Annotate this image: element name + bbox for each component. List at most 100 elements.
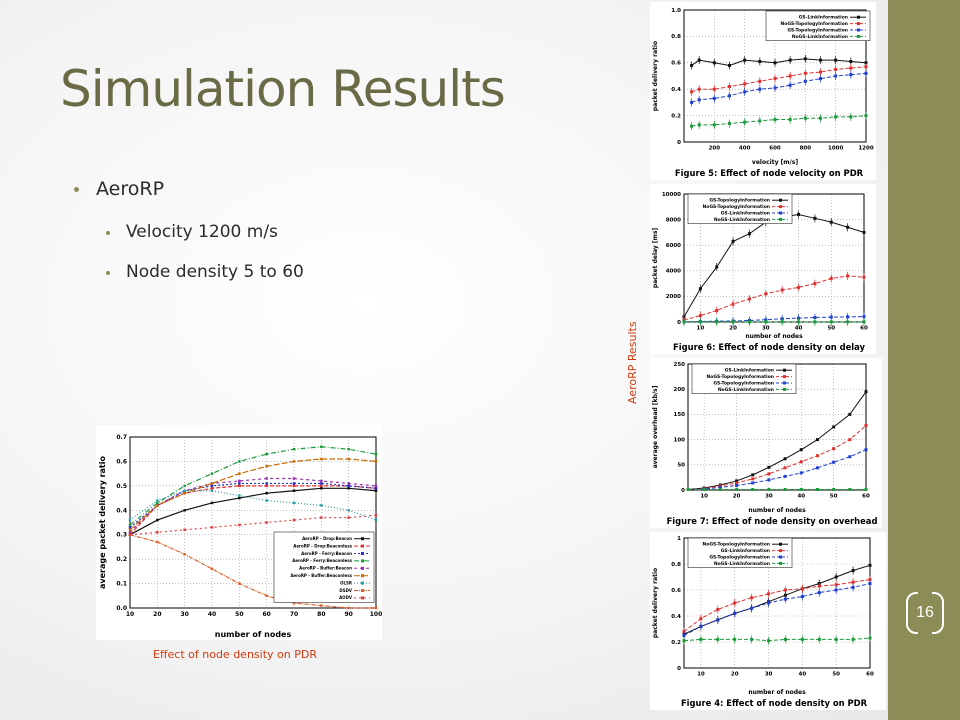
x-tick-label: 50 xyxy=(235,611,243,618)
data-point xyxy=(292,482,296,485)
data-point xyxy=(815,487,819,491)
y-tick-label: 8000 xyxy=(666,217,681,223)
y-tick-label: 0.2 xyxy=(671,113,681,119)
legend-label: NoGS-LinkInformation xyxy=(718,387,774,393)
legend-marker xyxy=(779,561,782,565)
y-axis-label: packet delay [ms] xyxy=(652,228,659,289)
data-point xyxy=(686,487,690,491)
data-point xyxy=(320,484,323,488)
data-point xyxy=(320,487,323,490)
y-tick-label: 0.2 xyxy=(671,640,681,646)
data-point xyxy=(210,482,214,485)
y-axis-label: packet delivery ratio xyxy=(652,568,659,638)
data-point xyxy=(238,496,241,500)
data-point xyxy=(210,567,214,571)
data-point xyxy=(183,484,186,488)
x-tick-label: 40 xyxy=(797,494,805,500)
data-point xyxy=(374,606,378,610)
bullet-dot xyxy=(106,231,110,235)
y-tick-label: 0.6 xyxy=(116,458,127,465)
data-point xyxy=(864,423,868,427)
legend-label: NoGS-TopologyInformation xyxy=(702,542,770,548)
bullet-dot xyxy=(74,187,79,192)
x-tick-label: 200 xyxy=(709,146,721,152)
legend-label: NoGS-LinkInformation xyxy=(714,561,770,567)
data-point xyxy=(374,452,378,456)
y-tick-label: 0 xyxy=(681,488,685,494)
figure-caption: Figure 7: Effect of node density on over… xyxy=(667,516,878,526)
data-point xyxy=(799,460,803,464)
figure-caption: Figure 5: Effect of node velocity on PDR xyxy=(675,168,864,178)
data-point xyxy=(751,481,755,485)
x-axis-label: number of nodes xyxy=(748,689,806,696)
y-tick-label: 0.6 xyxy=(671,61,681,67)
data-point xyxy=(128,523,132,527)
legend-label: NoGS-LinkInformation xyxy=(714,217,770,223)
data-point xyxy=(156,504,159,507)
data-point xyxy=(238,494,241,497)
series-line xyxy=(683,637,871,642)
series-line xyxy=(683,583,871,636)
legend-marker xyxy=(361,574,364,578)
data-point xyxy=(238,484,241,488)
y-tick-label: 0.4 xyxy=(116,507,127,514)
x-tick-label: 80 xyxy=(317,611,325,618)
legend-marker xyxy=(857,34,860,38)
data-point xyxy=(864,448,868,452)
legend-marker xyxy=(361,581,364,585)
data-point xyxy=(183,528,186,532)
legend-marker xyxy=(783,387,786,391)
legend-label: GS-TopologyInformation xyxy=(709,555,770,561)
x-tick-label: 400 xyxy=(739,146,751,152)
legend-label: GS-TopologyInformation xyxy=(709,198,770,204)
data-point xyxy=(735,481,739,485)
data-point xyxy=(320,604,323,607)
data-point xyxy=(156,531,159,534)
legend-label: GS-LinkInformation xyxy=(721,211,770,217)
legend-label: OLSR xyxy=(340,580,352,585)
data-point xyxy=(292,601,296,605)
data-point xyxy=(265,482,268,485)
data-point xyxy=(238,482,241,485)
page-number-badge: 16 xyxy=(906,591,944,635)
data-point xyxy=(783,487,787,491)
y-tick-label: 0.8 xyxy=(671,34,681,40)
data-point xyxy=(767,465,771,469)
data-point xyxy=(718,487,722,491)
data-point xyxy=(767,472,771,476)
y-tick-label: 0 xyxy=(677,140,681,146)
data-point xyxy=(347,516,350,519)
y-tick-label: 100 xyxy=(674,437,686,443)
x-axis-label: velocity [m/s] xyxy=(752,159,798,166)
y-tick-label: 0.2 xyxy=(116,556,127,563)
fig-4-svg: 0 0.2 0.4 0.6 0.8 1 10 20 30 40 50 60 number of node… xyxy=(650,532,886,710)
y-tick-label: 4000 xyxy=(666,269,681,275)
data-point xyxy=(128,526,132,529)
series-line xyxy=(683,564,871,635)
legend-marker xyxy=(857,15,860,19)
legend-label: GS-TopologyInformation xyxy=(787,28,848,34)
data-point xyxy=(238,460,241,463)
series-line xyxy=(129,446,377,526)
series-line xyxy=(129,534,376,609)
legend-marker xyxy=(783,381,786,385)
y-tick-label: 0 xyxy=(677,666,681,672)
data-point xyxy=(156,540,159,544)
y-axis-label: packet delivery ratio xyxy=(652,41,659,111)
plot-frame xyxy=(129,436,377,609)
figure-density-pdr: 0 0.2 0.4 0.6 0.8 1 10 20 30 40 50 60 number of node… xyxy=(650,532,886,710)
x-tick-label: 50 xyxy=(830,494,838,500)
data-point xyxy=(347,482,350,485)
legend-box xyxy=(687,193,793,224)
bullet-aerorp: AeroRP xyxy=(96,178,165,200)
series-line xyxy=(129,458,377,531)
figure-density-overhead: 0 50 100 150 200 250 10 20 30 40 50 60 number of nod… xyxy=(650,358,882,528)
data-point xyxy=(210,526,214,529)
y-tick-label: 0.4 xyxy=(671,614,681,620)
data-point xyxy=(128,531,132,534)
pdr-node-density-figure: 0.0 0.1 0.2 0.3 0.4 0.5 0.6 0.7 10 20 30 40 50 60 70 80… xyxy=(96,425,382,640)
x-tick-label: 20 xyxy=(731,672,739,678)
fig-1-svg: 0 0.2 0.4 0.6 0.8 1.0 200 400 600 800 1000 1200 velo… xyxy=(650,2,876,180)
x-axis-label: number of nodes xyxy=(748,507,806,514)
data-point xyxy=(320,504,323,507)
